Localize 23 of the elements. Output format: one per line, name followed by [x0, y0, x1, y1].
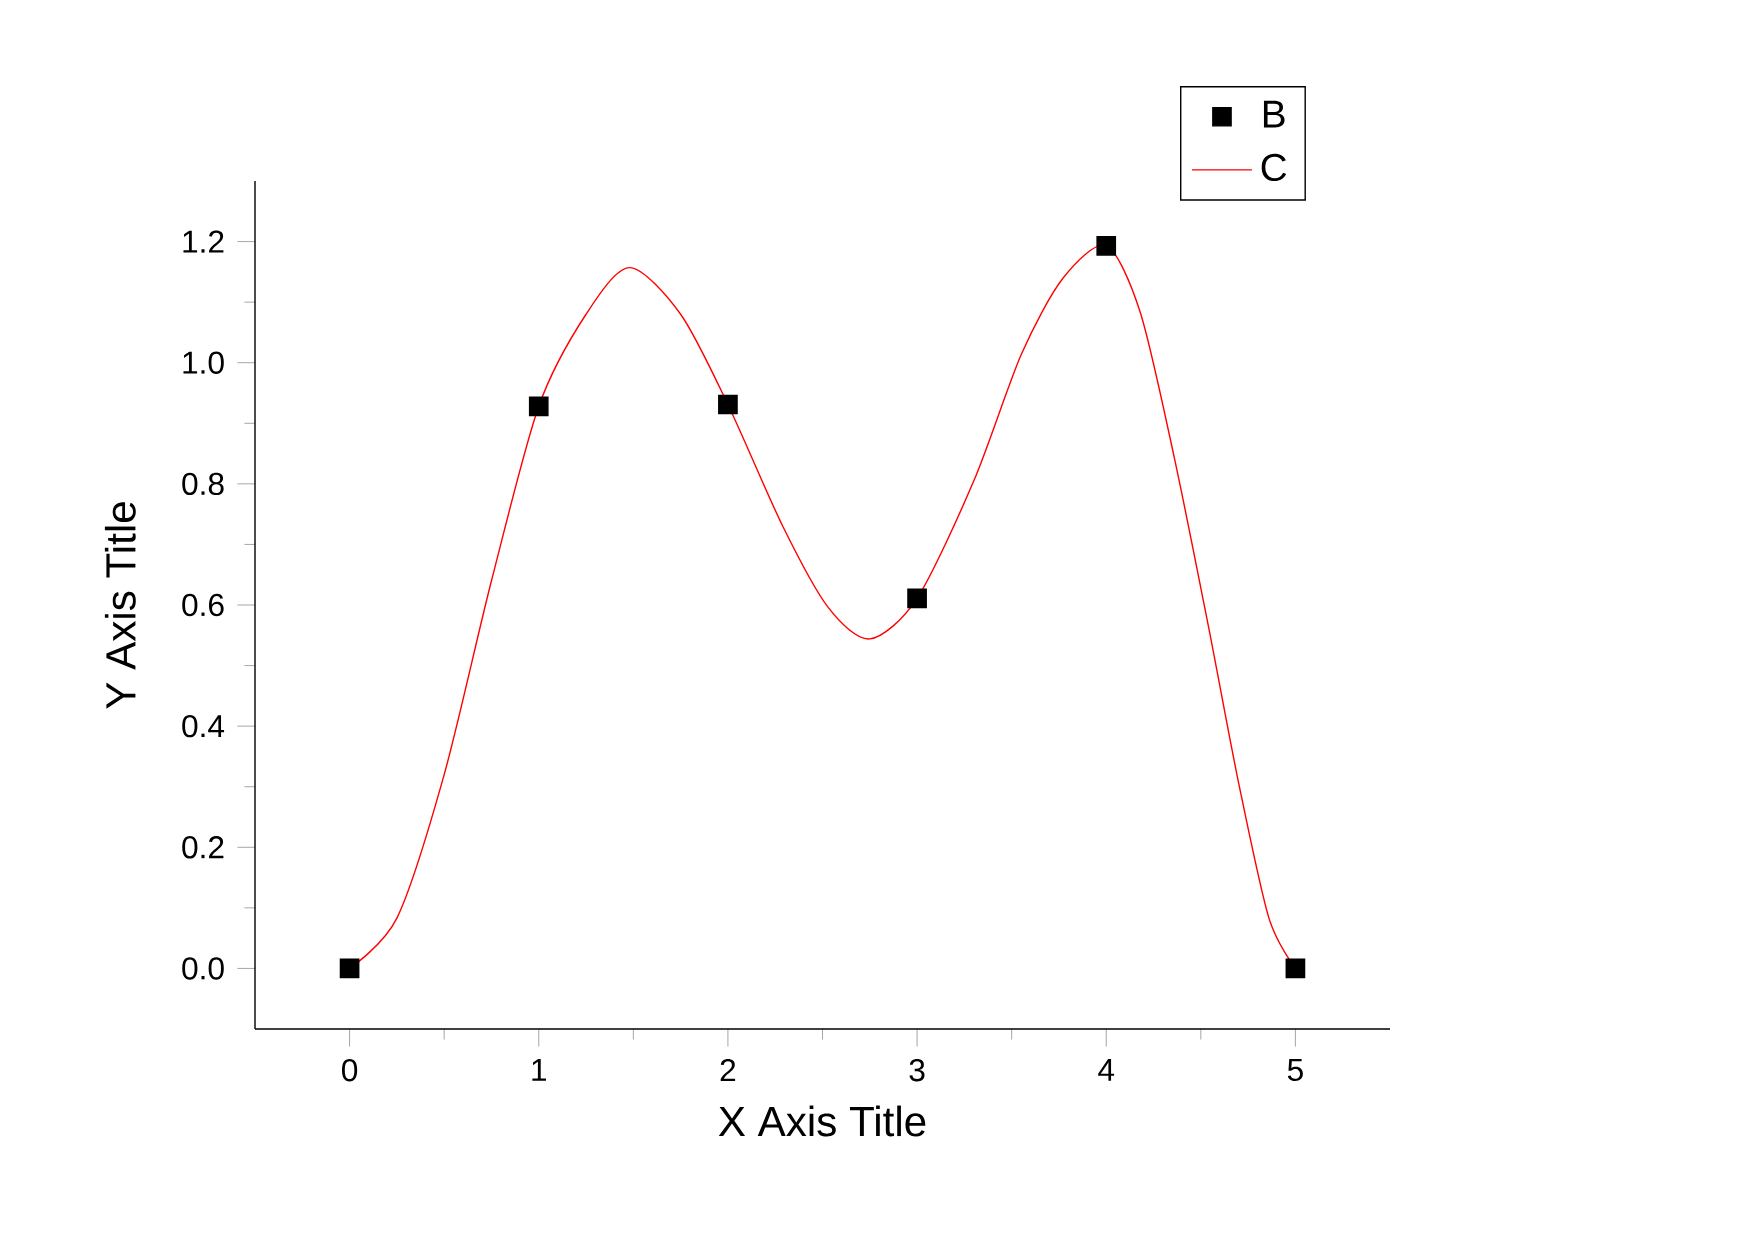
legend-label: B: [1263, 100, 1285, 128]
point: [718, 394, 738, 415]
x-tick-label: 5: [1287, 1058, 1303, 1082]
point: [528, 396, 549, 417]
x-tick-label: 4: [1098, 1058, 1115, 1081]
legend-label: C: [1261, 153, 1287, 182]
y-tick-label: 0.8: [182, 472, 224, 496]
y-tick-label: 0.0: [182, 957, 224, 980]
x-tick-label: 1: [532, 1058, 546, 1081]
y-tick-label: 1.0: [183, 351, 224, 374]
y-axis-title: Y Axis Title: [104, 502, 136, 709]
point: [1096, 235, 1117, 256]
point: [907, 588, 927, 609]
y-tick-label: 0.4: [182, 714, 225, 738]
y-tick-label: 1.2: [183, 230, 224, 253]
y-tick-label: 0.2: [182, 836, 224, 859]
x-tick-label: 0: [342, 1058, 358, 1082]
x-tick-label: 3: [909, 1058, 925, 1082]
point: [339, 958, 360, 979]
x-tick-label: 2: [720, 1058, 736, 1082]
y-tick-label: 0.6: [182, 593, 224, 617]
x-axis-title: X Axis Title: [718, 1105, 926, 1137]
point: [1285, 958, 1306, 979]
